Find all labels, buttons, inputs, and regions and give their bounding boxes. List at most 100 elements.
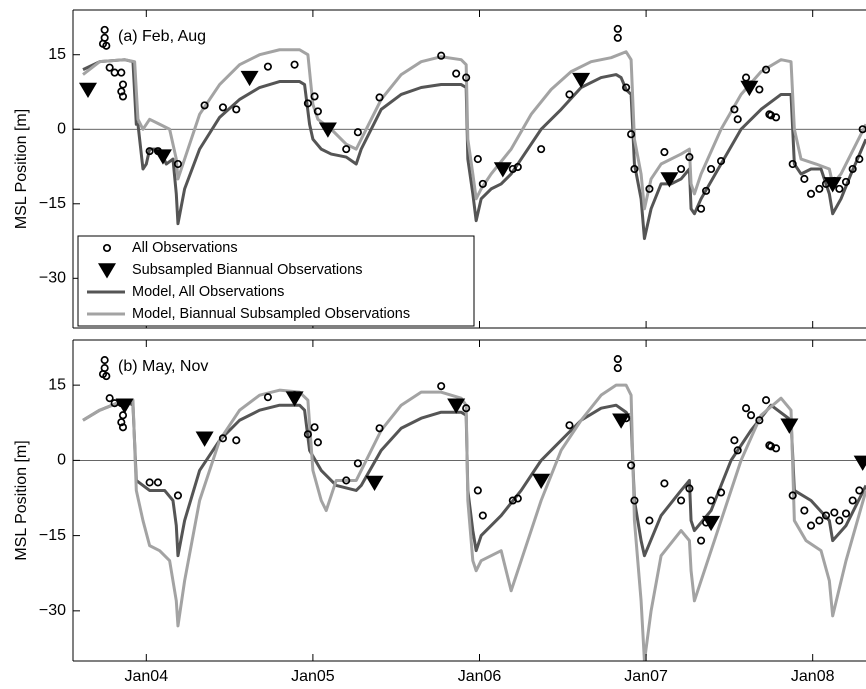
observation	[375, 93, 384, 102]
observation	[263, 393, 272, 402]
observation	[660, 479, 669, 488]
observation	[462, 404, 471, 413]
observation	[100, 356, 109, 365]
subsample-marker	[780, 418, 799, 434]
observation	[815, 184, 824, 193]
observation	[117, 68, 126, 77]
observation	[513, 494, 522, 503]
observation	[717, 157, 726, 166]
observation	[800, 506, 809, 515]
plot-area	[73, 355, 866, 661]
observation	[218, 434, 227, 443]
x-tick-label: Jan05	[291, 668, 335, 685]
subsample-marker	[240, 70, 259, 87]
legend-swatch	[98, 263, 116, 279]
x-tick-label: Jan04	[125, 668, 169, 685]
model-line	[82, 48, 866, 211]
observation	[452, 69, 461, 78]
observation	[98, 39, 108, 48]
panel: 15 0 −15 −30 Jan04 Jan05 Jan06 Jan07 Jan08 (b) Ma…	[13, 339, 866, 685]
subsample-marker	[702, 515, 721, 532]
observation	[788, 159, 797, 169]
observation	[565, 421, 574, 430]
y-tick-label: −30	[39, 602, 66, 619]
observation	[613, 24, 622, 33]
y-tick-label: 0	[57, 452, 66, 469]
y-axis-label: MSL Position [m]	[13, 440, 30, 560]
subsample-marker	[532, 473, 551, 489]
observation	[677, 164, 686, 174]
observation	[98, 370, 108, 379]
observation	[118, 92, 128, 101]
observation	[303, 430, 312, 439]
observation	[733, 115, 742, 124]
observation	[685, 153, 694, 162]
subsample-marker	[78, 82, 97, 99]
x-tick-label: Jan08	[791, 668, 835, 685]
y-tick-label: 15	[48, 376, 66, 393]
observation	[755, 85, 764, 94]
observation	[473, 155, 482, 164]
observation	[437, 382, 446, 391]
observation	[841, 509, 851, 518]
observation	[117, 87, 126, 96]
observation	[437, 51, 446, 60]
subsample-marker	[740, 80, 759, 97]
subsample-marker	[493, 162, 512, 178]
observation	[478, 511, 487, 520]
observation	[232, 105, 241, 114]
y-tick-label: −30	[39, 270, 66, 287]
observation	[613, 364, 622, 373]
observation	[855, 155, 864, 164]
observation	[153, 478, 163, 487]
subsample-marker	[285, 391, 304, 407]
observation	[707, 496, 716, 505]
observation	[303, 99, 312, 108]
model-line	[82, 383, 866, 661]
observation	[310, 423, 319, 432]
observation	[100, 25, 109, 34]
panel-label: (a) Feb, Aug	[118, 28, 206, 45]
observation	[761, 396, 771, 405]
subsample-marker	[660, 172, 679, 188]
observation	[806, 189, 816, 198]
subsample-marker	[153, 149, 172, 165]
panel: 15 0 −15 −30 (a) Feb, Aug MSL Position [m] All…	[13, 9, 866, 329]
y-tick-label: 15	[48, 46, 66, 63]
legend-label: Model, All Observations	[132, 284, 284, 300]
observation	[835, 516, 844, 525]
observation	[746, 411, 756, 420]
observation	[848, 164, 857, 174]
observation	[821, 511, 831, 520]
model-line	[82, 398, 866, 558]
observation	[627, 130, 636, 139]
observation	[630, 496, 639, 505]
observation	[622, 83, 631, 92]
subsample-marker	[853, 455, 866, 471]
observation	[173, 159, 183, 169]
y-tick-label: −15	[39, 527, 66, 544]
observation	[313, 107, 322, 116]
observation	[263, 62, 272, 71]
observation	[855, 486, 864, 495]
observation	[755, 416, 764, 425]
legend-label: All Observations	[132, 240, 238, 256]
subsample-marker	[572, 72, 591, 89]
observation	[110, 68, 119, 77]
observation	[290, 60, 299, 69]
y-tick-label: −15	[39, 195, 66, 212]
subsample-marker	[195, 431, 214, 447]
observation	[105, 63, 114, 72]
observation	[771, 113, 781, 122]
plot-area	[73, 24, 866, 241]
subsample-marker	[365, 475, 384, 491]
observation	[342, 145, 351, 154]
observation	[707, 164, 716, 174]
observation	[645, 516, 654, 525]
observation	[118, 80, 128, 89]
subsample-marker	[115, 398, 134, 414]
observation	[478, 179, 487, 188]
subsample-marker	[612, 413, 631, 429]
observation	[697, 536, 706, 545]
subsample-marker	[447, 398, 466, 414]
